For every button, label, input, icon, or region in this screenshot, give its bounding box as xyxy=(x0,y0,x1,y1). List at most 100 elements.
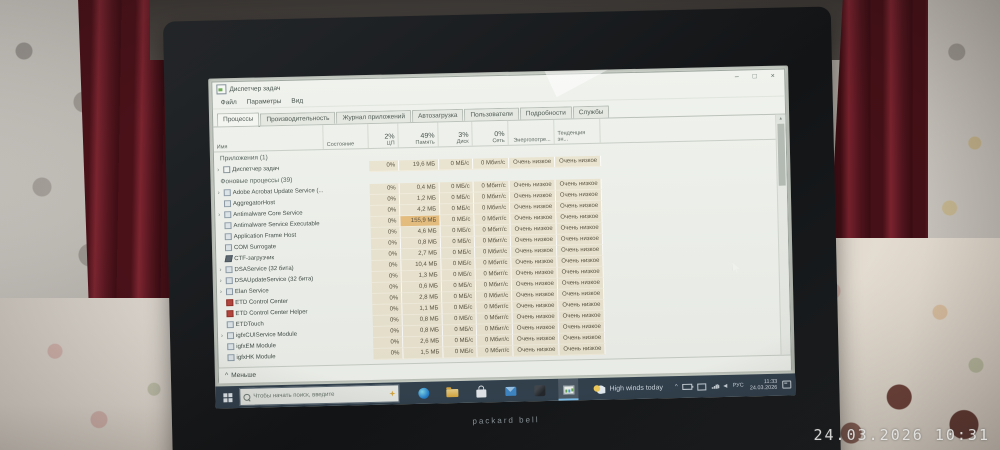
column-header-status[interactable]: Состояние xyxy=(323,124,369,150)
taskbar-search-input[interactable]: Чтобы начать поиск, введите xyxy=(239,384,400,406)
expander-icon[interactable]: › xyxy=(217,189,220,196)
expander-icon[interactable]: › xyxy=(218,211,221,218)
process-icon xyxy=(224,244,233,252)
scroll-up-icon[interactable]: ▴ xyxy=(776,114,786,123)
disk-cell: 0 МБ/с xyxy=(441,247,476,260)
process-name-cell: igfxHK Module xyxy=(218,352,328,362)
expander-icon[interactable]: › xyxy=(219,266,222,273)
process-icon xyxy=(224,211,232,219)
process-icon xyxy=(227,354,235,362)
process-list: Приложения (1) › Диспетчер задач 0% 19,6 МБ 0… xyxy=(214,140,791,364)
disk-cell: 0 МБ/с xyxy=(440,214,475,227)
group-label: Фоновые процессы (39) xyxy=(220,176,293,185)
column-header-cpu[interactable]: 2% ЦП xyxy=(368,123,399,148)
cpu-cell: 0% xyxy=(371,282,403,294)
battery-icon[interactable] xyxy=(682,383,693,390)
tab-6[interactable]: Службы xyxy=(572,105,610,119)
process-name: DSAService (32 бита) xyxy=(234,265,294,273)
disk-cell: 0 МБ/с xyxy=(439,192,475,205)
action-center-icon[interactable] xyxy=(782,380,792,389)
minimize-button[interactable]: – xyxy=(734,73,739,81)
cpu-cell: 0% xyxy=(373,348,404,360)
net-cell: 0 Мбит/с xyxy=(474,202,511,215)
tab-4[interactable]: Пользователи xyxy=(464,107,520,121)
cpu-cell: 0% xyxy=(372,326,404,338)
tab-1[interactable]: Производительность xyxy=(260,111,336,126)
process-name: Adobe Acrobat Update Service (... xyxy=(232,187,324,196)
display-icon[interactable] xyxy=(697,382,707,391)
close-button[interactable]: × xyxy=(770,72,775,80)
process-name: igfxHK Module xyxy=(236,353,276,361)
column-header-power[interactable]: Энергопотре... xyxy=(508,119,555,145)
process-name: DSAUpdateService (32 бита) xyxy=(234,275,314,284)
explorer-app-button[interactable] xyxy=(442,381,462,403)
tab-3[interactable]: Автозагрузка xyxy=(411,108,464,123)
process-name-cell: › igfxCUIService Module xyxy=(218,330,328,340)
task-manager-taskbar-icon xyxy=(562,384,574,395)
start-button[interactable] xyxy=(215,386,239,409)
status-cell xyxy=(327,310,372,311)
status-cell xyxy=(328,332,373,333)
task-manager-app-button[interactable] xyxy=(558,378,579,401)
disk-cell: 0 МБ/с xyxy=(440,203,475,216)
status-cell xyxy=(325,189,370,190)
process-icon xyxy=(225,277,233,285)
column-header-memory[interactable]: 49% Память xyxy=(398,122,439,148)
process-icon xyxy=(226,299,234,307)
language-indicator[interactable]: РУС xyxy=(732,382,744,389)
mem-cell: 1,5 МБ xyxy=(403,347,444,360)
mail-app-button[interactable] xyxy=(500,380,520,402)
tab-0[interactable]: Процессы xyxy=(216,112,260,127)
copilot-sparkle-icon xyxy=(389,390,395,396)
column-header-power-trend[interactable]: Тенденция эн... xyxy=(554,118,601,144)
column-header-disk[interactable]: 3% Диск xyxy=(438,121,473,147)
menu-item-1[interactable]: Параметры xyxy=(246,97,282,106)
hidden-icons-chevron-icon[interactable]: ^ xyxy=(674,384,678,391)
status-cell xyxy=(325,211,370,212)
status-cell xyxy=(325,200,370,201)
expander-icon[interactable]: › xyxy=(217,166,220,173)
expander-icon[interactable]: › xyxy=(220,332,224,339)
disk-cell: 0 МБ/с xyxy=(441,269,476,282)
disk-cell: 0 МБ/с xyxy=(442,302,477,315)
process-icon xyxy=(223,166,231,174)
trend-cell: Очень низкое xyxy=(555,155,602,168)
store-app-button[interactable] xyxy=(471,380,491,402)
tab-5[interactable]: Подробности xyxy=(519,106,572,120)
status-cell xyxy=(325,222,370,223)
net-cell: 0 Мбит/с xyxy=(476,290,513,303)
volume-icon[interactable] xyxy=(723,383,728,389)
cpu-cell: 0% xyxy=(371,260,402,272)
scrollbar-thumb[interactable] xyxy=(777,123,786,186)
store-bag-icon xyxy=(476,388,487,398)
mem-cell: 2,6 МБ xyxy=(403,336,444,349)
menu-item-0[interactable]: Файл xyxy=(220,98,237,106)
net-cell: 0 Мбит/с xyxy=(474,213,511,226)
status-cell xyxy=(326,255,371,256)
edge-app-button[interactable] xyxy=(413,382,433,404)
column-header-network[interactable]: 0% Сеть xyxy=(472,120,509,146)
power-cell: Очень низкое xyxy=(509,156,556,169)
maximize-button[interactable]: □ xyxy=(752,73,757,81)
mail-icon xyxy=(504,386,516,396)
process-name: igfxCUIService Module xyxy=(235,331,298,339)
cpu-cell: 0% xyxy=(370,238,402,250)
expander-icon[interactable]: › xyxy=(219,277,222,284)
status-cell xyxy=(327,299,372,300)
tab-2[interactable]: Журнал приложений xyxy=(336,110,412,124)
weather-widget[interactable]: High winds today xyxy=(593,383,663,394)
disk-cell: 0 МБ/с xyxy=(442,291,477,304)
disk-cell: 0 МБ/с xyxy=(441,280,477,293)
expander-icon[interactable]: › xyxy=(219,288,223,295)
search-placeholder: Чтобы начать поиск, введите xyxy=(253,391,335,400)
chevron-up-icon: ^ xyxy=(224,372,229,380)
power-cell: Очень низкое xyxy=(513,344,560,357)
cpu-cell: 0% xyxy=(371,249,402,261)
menu-item-2[interactable]: Вид xyxy=(291,96,304,105)
task-manager-window: Диспетчер задач – □ × Файл Параметры Вид П… xyxy=(211,68,792,384)
taskbar-clock[interactable]: 11:33 24.03.2026 xyxy=(750,378,778,392)
app-button-dark[interactable] xyxy=(529,379,549,401)
lace-curtain-right xyxy=(928,0,1000,260)
column-header-name[interactable]: ˇ Имя xyxy=(213,125,324,152)
